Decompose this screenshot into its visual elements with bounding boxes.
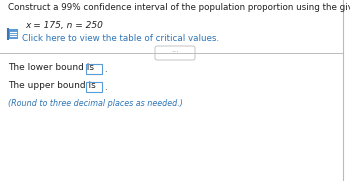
Text: x = 175, n = 250: x = 175, n = 250: [25, 21, 103, 30]
Text: Construct a 99% confidence interval of the population proportion using the given: Construct a 99% confidence interval of t…: [8, 3, 350, 12]
FancyBboxPatch shape: [8, 29, 18, 39]
Text: The upper bound is: The upper bound is: [8, 81, 96, 90]
Text: .: .: [104, 64, 107, 73]
Text: The lower bound is: The lower bound is: [8, 63, 94, 72]
Text: .: .: [104, 83, 107, 92]
FancyBboxPatch shape: [86, 64, 102, 74]
FancyBboxPatch shape: [86, 82, 102, 92]
Text: ···: ···: [171, 49, 179, 58]
Text: (Round to three decimal places as needed.): (Round to three decimal places as needed…: [8, 99, 183, 108]
Text: Click here to view the table of critical values.: Click here to view the table of critical…: [22, 34, 219, 43]
FancyBboxPatch shape: [155, 46, 195, 60]
